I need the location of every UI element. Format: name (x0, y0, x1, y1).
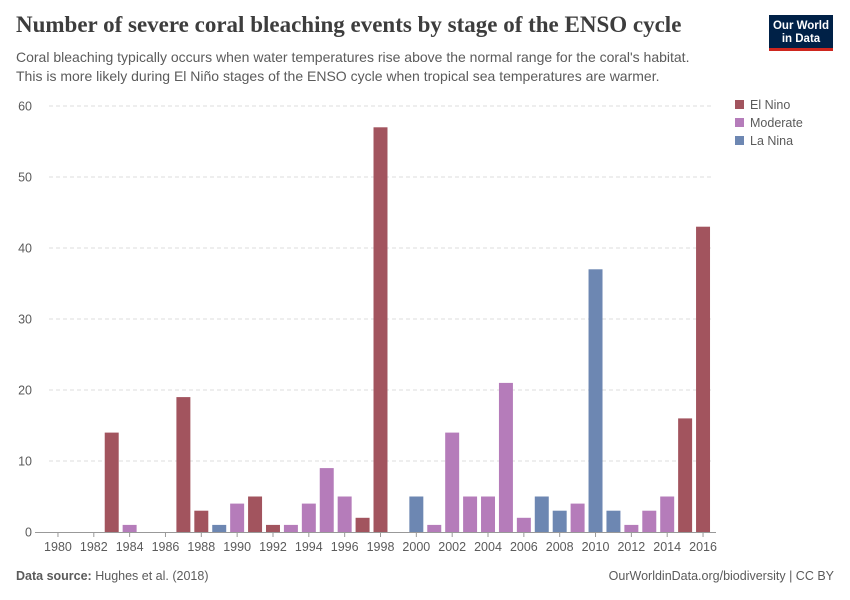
bar[interactable] (660, 496, 675, 533)
legend-label[interactable]: Moderate (750, 116, 803, 130)
bar[interactable] (248, 496, 263, 533)
x-tick-label: 1986 (152, 540, 180, 554)
bar[interactable] (265, 524, 280, 532)
bar[interactable] (481, 496, 496, 533)
bar[interactable] (498, 382, 513, 532)
bar[interactable] (176, 397, 191, 532)
x-tick-label: 1980 (44, 540, 72, 554)
x-tick-label: 1998 (367, 540, 395, 554)
logo-line: Our World (772, 20, 829, 32)
data-source: Data source: Hughes et al. (2018) (16, 569, 208, 583)
bar[interactable] (642, 510, 657, 532)
bars (104, 127, 711, 533)
x-tick-label: 1984 (116, 540, 144, 554)
bar[interactable] (104, 432, 119, 532)
y-tick-label: 0 (25, 526, 32, 540)
bar[interactable] (588, 269, 603, 532)
bar[interactable] (230, 503, 245, 532)
legend-swatch[interactable] (735, 100, 744, 109)
bar[interactable] (463, 496, 478, 533)
legend-swatch[interactable] (735, 118, 744, 127)
x-tick-label: 1994 (295, 540, 323, 554)
bar[interactable] (516, 517, 531, 532)
bar[interactable] (283, 524, 298, 532)
bar[interactable] (427, 524, 442, 532)
bar[interactable] (624, 524, 639, 532)
legend: El Nino Moderate La Nina (735, 98, 803, 148)
x-tick-label: 1992 (259, 540, 287, 554)
bar[interactable] (212, 524, 227, 532)
data-source-label: Data source: (16, 569, 92, 583)
bar[interactable] (552, 510, 567, 532)
bar[interactable] (373, 127, 388, 533)
bar[interactable] (301, 503, 316, 532)
x-tick-label: 1982 (80, 540, 108, 554)
x-tick-label: 2000 (402, 540, 430, 554)
y-tick-label: 40 (18, 242, 32, 256)
y-tick-label: 10 (18, 455, 32, 469)
y-tick-label: 60 (18, 100, 32, 114)
bar[interactable] (409, 496, 424, 533)
legend-label[interactable]: El Nino (750, 98, 790, 112)
y-axis-ticks: 0 10 20 30 40 50 60 (18, 100, 32, 540)
owid-logo[interactable]: Our World in Data (769, 15, 833, 51)
chart-subtitle: Coral bleaching typically occurs when wa… (16, 48, 736, 86)
x-tick-label: 2014 (653, 540, 681, 554)
legend-label[interactable]: La Nina (750, 134, 793, 148)
bar[interactable] (570, 503, 585, 532)
data-source-value[interactable]: Hughes et al. (2018) (95, 569, 209, 583)
bar[interactable] (337, 496, 352, 533)
chart-title: Number of severe coral bleaching events … (16, 12, 682, 37)
bar[interactable] (445, 432, 460, 532)
y-tick-label: 50 (18, 171, 32, 185)
bar[interactable] (696, 226, 711, 532)
subtitle-line: Coral bleaching typically occurs when wa… (16, 49, 690, 65)
x-tick-label: 2010 (582, 540, 610, 554)
x-axis-ticks: 1980 1982 1984 1986 1988 1990 1992 1994 1996 1998… (35, 532, 717, 554)
x-tick-label: 2012 (617, 540, 645, 554)
logo-line: in Data (781, 33, 821, 45)
x-tick-label: 2004 (474, 540, 502, 554)
bar[interactable] (678, 418, 693, 532)
bar[interactable] (606, 510, 621, 532)
bar[interactable] (534, 496, 549, 533)
x-tick-label: 1988 (187, 540, 215, 554)
x-tick-label: 2002 (438, 540, 466, 554)
legend-swatch[interactable] (735, 136, 744, 145)
bar[interactable] (194, 510, 209, 532)
bar[interactable] (319, 468, 334, 532)
credit-link[interactable]: OurWorldinData.org/biodiversity | CC BY (608, 569, 834, 583)
bar[interactable] (355, 517, 370, 532)
subtitle-line: This is more likely during El Niño stage… (16, 68, 660, 84)
y-tick-label: 20 (18, 384, 32, 398)
x-tick-label: 1990 (223, 540, 251, 554)
x-tick-label: 1996 (331, 540, 359, 554)
y-tick-label: 30 (18, 313, 32, 327)
x-tick-label: 2008 (546, 540, 574, 554)
bar[interactable] (122, 524, 137, 532)
x-tick-label: 2006 (510, 540, 538, 554)
x-tick-label: 2016 (689, 540, 717, 554)
